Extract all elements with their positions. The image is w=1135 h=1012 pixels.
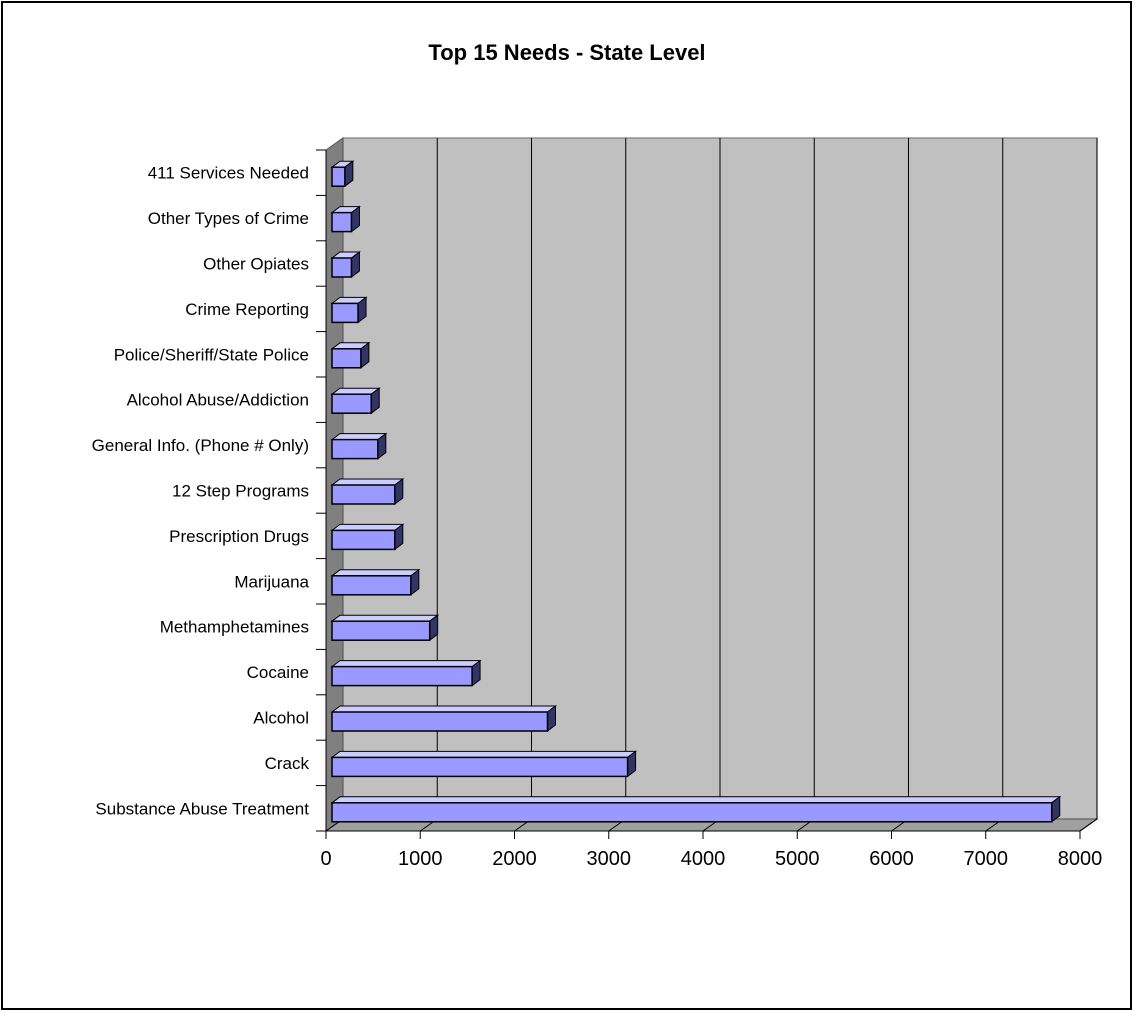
category-label: Substance Abuse Treatment [95, 799, 309, 818]
value-tick-label: 6000 [869, 848, 914, 870]
bar-face [331, 575, 412, 596]
value-tick-label: 7000 [964, 848, 1009, 870]
value-tick-label: 2000 [492, 848, 537, 870]
value-tick-label: 3000 [587, 848, 632, 870]
value-tick-label: 1000 [398, 848, 443, 870]
bar-face [331, 302, 359, 324]
bar [330, 614, 440, 642]
category-label: 411 Services Needed [148, 164, 309, 183]
bar [330, 705, 557, 732]
value-tick-label: 5000 [775, 848, 820, 870]
bar [330, 795, 1062, 823]
bar-face [331, 438, 379, 460]
bar [330, 205, 361, 233]
category-label: Marijuana [234, 572, 309, 591]
category-label: Crime Reporting [185, 300, 309, 319]
bar-face [331, 166, 346, 187]
bar-top [330, 523, 405, 531]
category-label: Other Types of Crime [148, 209, 309, 228]
bar-face [331, 802, 1053, 823]
bar [330, 296, 368, 324]
bar-face [331, 348, 362, 369]
bar-face [331, 211, 353, 233]
value-axis: 0 1000 2000 3000 4000 5000 6000 7000 8000 [320, 818, 1103, 870]
category-label: 12 Step Programs [172, 482, 309, 501]
bar [330, 478, 405, 505]
bar-top [330, 569, 421, 577]
bar-top [330, 433, 388, 441]
bar-face [331, 393, 372, 414]
category-label: Cocaine [247, 663, 309, 682]
bar [330, 659, 482, 687]
bar-face [331, 665, 473, 687]
bar-face [331, 620, 431, 641]
category-label: General Info. (Phone # Only) [92, 436, 309, 455]
gridlines [325, 138, 1098, 832]
bars [330, 160, 1062, 823]
bar-face [331, 529, 396, 551]
value-tick-label: 4000 [681, 848, 726, 870]
category-axis: Substance Abuse Treatment Crack Alcohol Coc… [92, 149, 327, 832]
bar [330, 750, 638, 778]
bar-top [330, 660, 482, 668]
bar [330, 160, 355, 188]
bar [330, 387, 381, 415]
chart-title: Top 15 Needs - State Level [428, 40, 705, 65]
category-label: Other Opiates [203, 255, 309, 274]
bar [330, 251, 361, 278]
value-axis-edge [1079, 818, 1098, 832]
category-label: Crack [265, 754, 310, 773]
category-label: Alcohol [253, 709, 309, 728]
category-label: Prescription Drugs [169, 527, 309, 546]
bar-top [330, 796, 1062, 804]
bar [330, 432, 388, 460]
category-label: Police/Sheriff/State Police [114, 345, 309, 364]
category-label: Alcohol Abuse/Addiction [127, 391, 309, 410]
value-tick-label: 0 [320, 848, 331, 870]
bar-face [331, 756, 629, 778]
bar-top [330, 614, 440, 622]
bar-top [330, 750, 638, 758]
bar [330, 568, 421, 596]
bar-face [331, 711, 549, 732]
bar [330, 341, 371, 369]
category-label: Methamphetamines [160, 618, 309, 637]
bar-top [330, 705, 557, 713]
bar [330, 523, 405, 551]
bar-face [331, 484, 396, 505]
bar-top [330, 478, 405, 486]
bar-face [331, 257, 353, 278]
value-tick-label: 8000 [1058, 848, 1103, 870]
